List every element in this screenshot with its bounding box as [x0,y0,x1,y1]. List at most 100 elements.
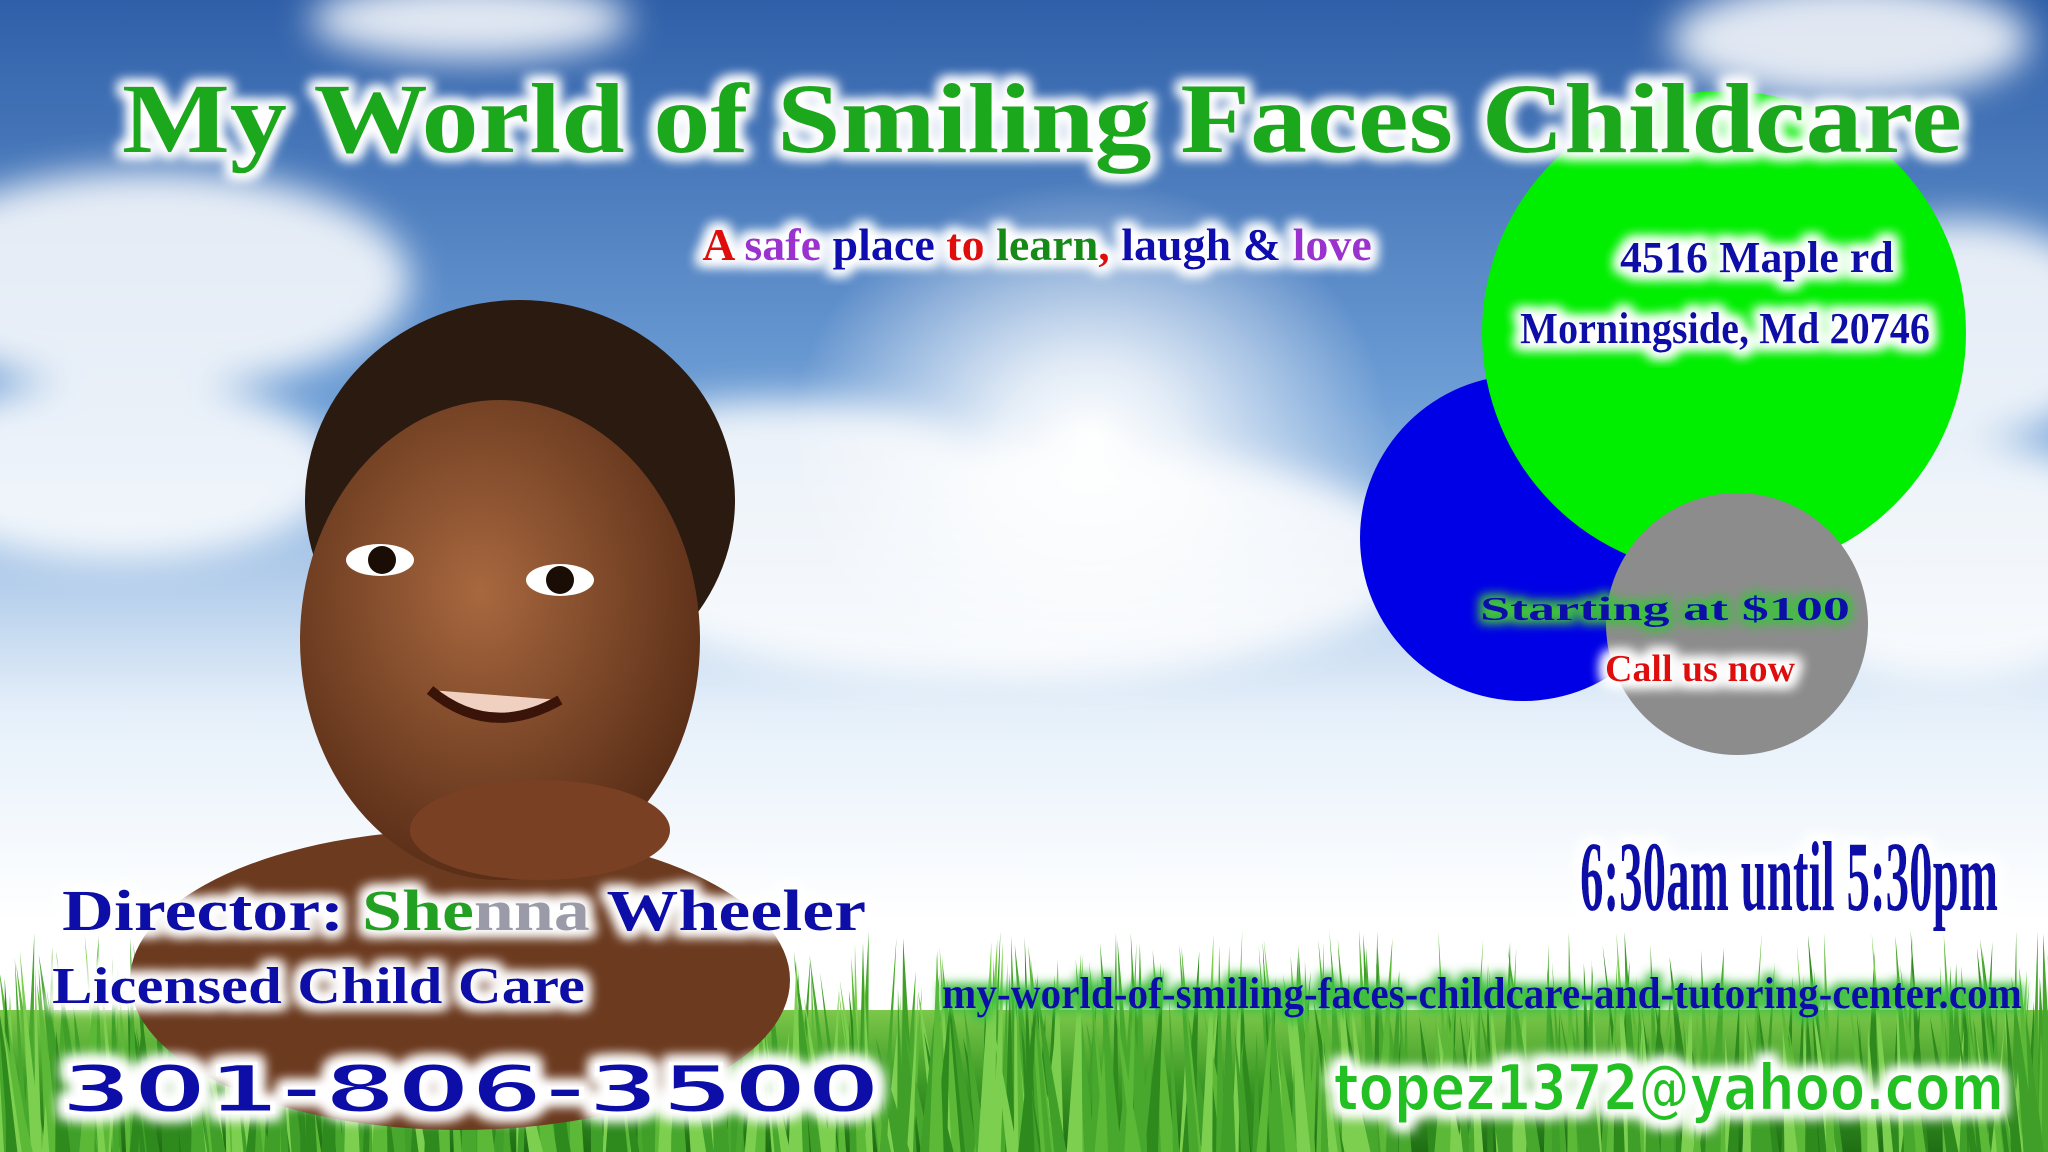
grass-blade [1443,978,1472,1152]
grass-blade [1236,972,1258,1152]
grass-blade [1216,944,1225,1152]
grass-blade [695,973,714,1152]
grass-blade [1263,939,1290,1152]
grass-blade [1745,1018,1772,1152]
tagline-word: love [1293,219,1372,270]
grass-blade [788,961,803,1152]
grass-blade [1320,1039,1329,1152]
grass-blade [111,1009,120,1152]
email[interactable]: topez1372@yahoo.com [1333,1051,2005,1127]
grass-blade [14,956,29,1152]
grass-blade [879,937,897,1152]
grass-blade [1117,939,1137,1152]
phone: 301-806-3500 [60,1051,880,1128]
grass-blade [1220,972,1236,1152]
grass-blade [1437,1021,1463,1152]
grass-blade [1256,994,1274,1152]
grass-blade [1929,1016,1959,1152]
grass-blade [1258,945,1277,1152]
grass-blade [1321,1036,1338,1152]
grass-blade [1871,933,1894,1152]
grass-blade [1910,930,1929,1152]
grass-blade [1364,947,1379,1152]
grass-blade [1579,965,1593,1152]
website[interactable]: my-world-of-smiling-faces-childcare-and-… [942,969,2022,1018]
grass-blade [1507,948,1541,1152]
grass-blade [1234,1027,1250,1152]
grass-blade [1900,964,1926,1152]
green-circle [1482,91,1966,575]
grass-blade [897,988,905,1152]
grass-blade [1606,957,1618,1152]
grass-blade [129,998,145,1152]
grass-blade [1467,939,1484,1152]
tagline-word: place [833,219,935,270]
circles [1360,91,1966,755]
grass-blade [1947,1028,1965,1152]
grass-blade [1035,977,1067,1152]
grass-blade [1168,992,1180,1152]
grass-blade [220,950,248,1152]
grass-blade [1543,944,1553,1152]
address-street: 4516 Maple rd [1620,233,1894,282]
grass-blade [1419,1016,1444,1152]
grass-blade [1179,944,1199,1152]
tagline-word: A [702,219,735,270]
grass-blade [1867,1025,1879,1152]
grass-blade [1279,1039,1298,1152]
grass-blade [1850,1007,1877,1152]
grass-blade [1135,943,1148,1152]
grass-blade [1510,984,1527,1152]
grass-blade [1030,956,1052,1152]
grass-blade [849,1020,863,1152]
grass-blade [1756,992,1780,1152]
grass-blade [906,990,919,1152]
grass-blade [1290,955,1311,1152]
tagline-word: laugh [1121,219,1231,270]
grass-blade [744,987,760,1152]
grass-blade [963,1002,988,1152]
call-to-action: Call us now [1605,648,1796,690]
tagline-word: , [1098,219,1110,270]
grass-blade [929,950,944,1152]
grass-blade [1742,1006,1751,1152]
grass-blade [851,956,867,1152]
grass-blade [993,1027,1018,1152]
tagline-word: safe [744,219,821,270]
grass-blade [863,968,874,1152]
grass-blade [1692,1038,1712,1152]
grass-blade [1961,979,1991,1152]
grass-blade [1782,1027,1798,1152]
grass-blade [1480,1008,1511,1152]
grass-blade [1669,956,1699,1152]
grass-blade [1727,995,1740,1152]
grass-blade [1436,990,1456,1152]
tagline-word: & [1243,219,1281,270]
grass-blade [1372,938,1393,1152]
grass-blade [793,951,822,1152]
grass-blade [1304,960,1316,1152]
price: Starting at $100 [1480,591,1850,628]
grass-blade [838,1029,847,1152]
grass-blade [1488,963,1506,1152]
grass-blade [1066,952,1083,1152]
title: My World of Smiling Faces Childcare [122,63,1962,174]
grass-blade [866,1031,887,1152]
grass-blade [1386,969,1400,1152]
grass-blade [1895,935,1917,1152]
grass-blade [1318,939,1342,1152]
grass-blade [2041,933,2048,1152]
grass-blade [1856,1012,1875,1152]
grass-blade [1779,983,1808,1152]
grass-blade [1144,967,1164,1152]
grass-blade [154,1008,179,1152]
grass-blade [0,974,31,1152]
grass-blade [1075,959,1096,1152]
grass-blade [839,979,869,1152]
grass-blade [1979,966,2004,1152]
director: Director: She nna Wheeler [62,878,866,943]
grass-blade [1642,1011,1655,1152]
grass-blade [1645,1035,1661,1152]
grass-blade [1824,933,1835,1152]
